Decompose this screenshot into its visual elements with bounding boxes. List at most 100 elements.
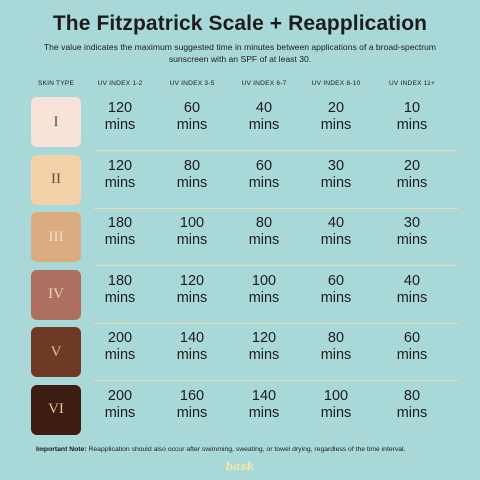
cell-unit: mins: [396, 404, 428, 421]
table-cell: 180 mins: [84, 273, 156, 307]
cell-unit: mins: [396, 174, 428, 191]
skin-type-swatch: III: [31, 212, 81, 262]
table-row: I 120 mins 60 mins 40 mins 20 mins 10 mins: [22, 97, 458, 155]
page-title: The Fitzpatrick Scale + Reapplication: [52, 12, 428, 35]
table-row: IV 180 mins 120 mins 100 mins 60 mins 40 mins: [22, 269, 458, 328]
cell-unit: mins: [248, 232, 280, 248]
cell-unit: mins: [320, 232, 352, 248]
cell-unit: mins: [104, 347, 136, 363]
cell-unit: mins: [176, 174, 208, 191]
cell-value: 30: [403, 215, 421, 231]
table-cell: 80 mins: [300, 330, 372, 364]
cell-unit: mins: [248, 289, 280, 306]
cell-unit: mins: [104, 232, 136, 248]
cell-unit: mins: [176, 289, 208, 306]
cell-unit: mins: [320, 289, 352, 306]
cell-unit: mins: [248, 347, 280, 363]
skin-type-swatch: V: [31, 327, 81, 377]
cell-value: 160: [179, 387, 205, 404]
cell-value: 10: [403, 100, 421, 116]
cell-unit: mins: [248, 117, 280, 133]
skin-type-swatch: VI: [31, 384, 81, 435]
cell-unit: mins: [320, 347, 352, 363]
cell-unit: mins: [176, 347, 208, 363]
cell-unit: mins: [104, 289, 136, 306]
table-cell: 20 mins: [376, 158, 448, 192]
row-divider: [94, 380, 458, 381]
table-cell: 100 mins: [228, 273, 300, 307]
row-divider: [94, 322, 458, 324]
cell-value: 40: [255, 100, 273, 116]
cell-unit: mins: [176, 117, 208, 133]
brand-logo: bask: [225, 460, 255, 473]
cell-value: 60: [183, 100, 201, 116]
cell-value: 20: [403, 157, 421, 174]
cell-value: 200: [107, 387, 133, 404]
cell-value: 120: [251, 330, 277, 346]
table-cell: 60 mins: [300, 273, 372, 307]
cell-value: 120: [107, 100, 133, 116]
cell-unit: mins: [248, 174, 280, 191]
table-cell: 120 mins: [84, 158, 156, 192]
table-row: II 120 mins 80 mins 60 mins 30 mins 20 mins: [22, 154, 458, 213]
header-uv-index: UV INDEX 6-7: [241, 80, 287, 87]
cell-unit: mins: [320, 404, 352, 421]
skin-type-swatch: II: [31, 154, 81, 205]
cell-value: 100: [251, 272, 277, 289]
table-cell: 40 mins: [300, 215, 372, 249]
cell-value: 30: [327, 157, 345, 174]
skin-type-swatch: I: [31, 97, 81, 147]
cell-value: 140: [179, 330, 205, 346]
table-cell: 30 mins: [376, 215, 448, 249]
table-cell: 200 mins: [84, 330, 156, 364]
table-cell: 200 mins: [84, 388, 156, 422]
table-cell: 80 mins: [228, 215, 300, 249]
table-cell: 120 mins: [84, 100, 156, 134]
table-cell: 60 mins: [228, 158, 300, 192]
cell-value: 80: [255, 215, 273, 231]
table-cell: 20 mins: [300, 100, 372, 134]
cell-value: 200: [107, 330, 133, 346]
cell-value: 40: [403, 272, 421, 289]
table-cell: 60 mins: [376, 330, 448, 364]
cell-value: 20: [327, 100, 345, 116]
cell-value: 80: [403, 387, 421, 404]
page-subtitle: The value indicates the maximum suggeste…: [43, 42, 437, 64]
cell-unit: mins: [320, 117, 352, 133]
table-cell: 80 mins: [376, 388, 448, 422]
table-cell: 140 mins: [228, 388, 300, 422]
cell-unit: mins: [176, 232, 208, 248]
table-cell: 120 mins: [156, 273, 228, 307]
cell-value: 100: [179, 215, 205, 231]
table-cell: 60 mins: [156, 100, 228, 134]
note-text: Reapplication should also occur after sw…: [86, 446, 406, 453]
cell-unit: mins: [176, 404, 208, 421]
table-cell: 40 mins: [228, 100, 300, 134]
cell-value: 100: [323, 387, 349, 404]
table-row: III 180 mins 100 mins 80 mins 40 mins 30 mins: [22, 212, 458, 270]
row-divider: [94, 207, 458, 209]
header-uv-index: UV INDEX 3-5: [169, 80, 215, 87]
table-cell: 160 mins: [156, 388, 228, 422]
cell-value: 40: [327, 215, 345, 231]
cell-value: 180: [107, 215, 133, 231]
table-cell: 30 mins: [300, 158, 372, 192]
row-divider: [94, 150, 458, 151]
note-label: Important Note:: [36, 446, 87, 453]
table-header: SKIN TYPE UV INDEX 1-2 UV INDEX 3-5 UV INDE…: [22, 80, 458, 92]
header-uv-index: UV INDEX 11+: [388, 80, 436, 87]
cell-unit: mins: [104, 117, 136, 133]
header-uv-index: UV INDEX 1-2: [97, 80, 143, 87]
table-row: V 200 mins 140 mins 120 mins 80 mins 60 mins: [22, 327, 458, 385]
cell-value: 140: [251, 387, 277, 404]
cell-unit: mins: [396, 347, 428, 363]
table-cell: 120 mins: [228, 330, 300, 364]
cell-value: 80: [183, 157, 201, 174]
cell-value: 60: [327, 272, 345, 289]
table-cell: 180 mins: [84, 215, 156, 249]
table-cell: 10 mins: [376, 100, 448, 134]
important-note: Important Note: Reapplication should als…: [36, 446, 460, 453]
cell-value: 120: [179, 272, 205, 289]
table-cell: 100 mins: [156, 215, 228, 249]
table-cell: 40 mins: [376, 273, 448, 307]
